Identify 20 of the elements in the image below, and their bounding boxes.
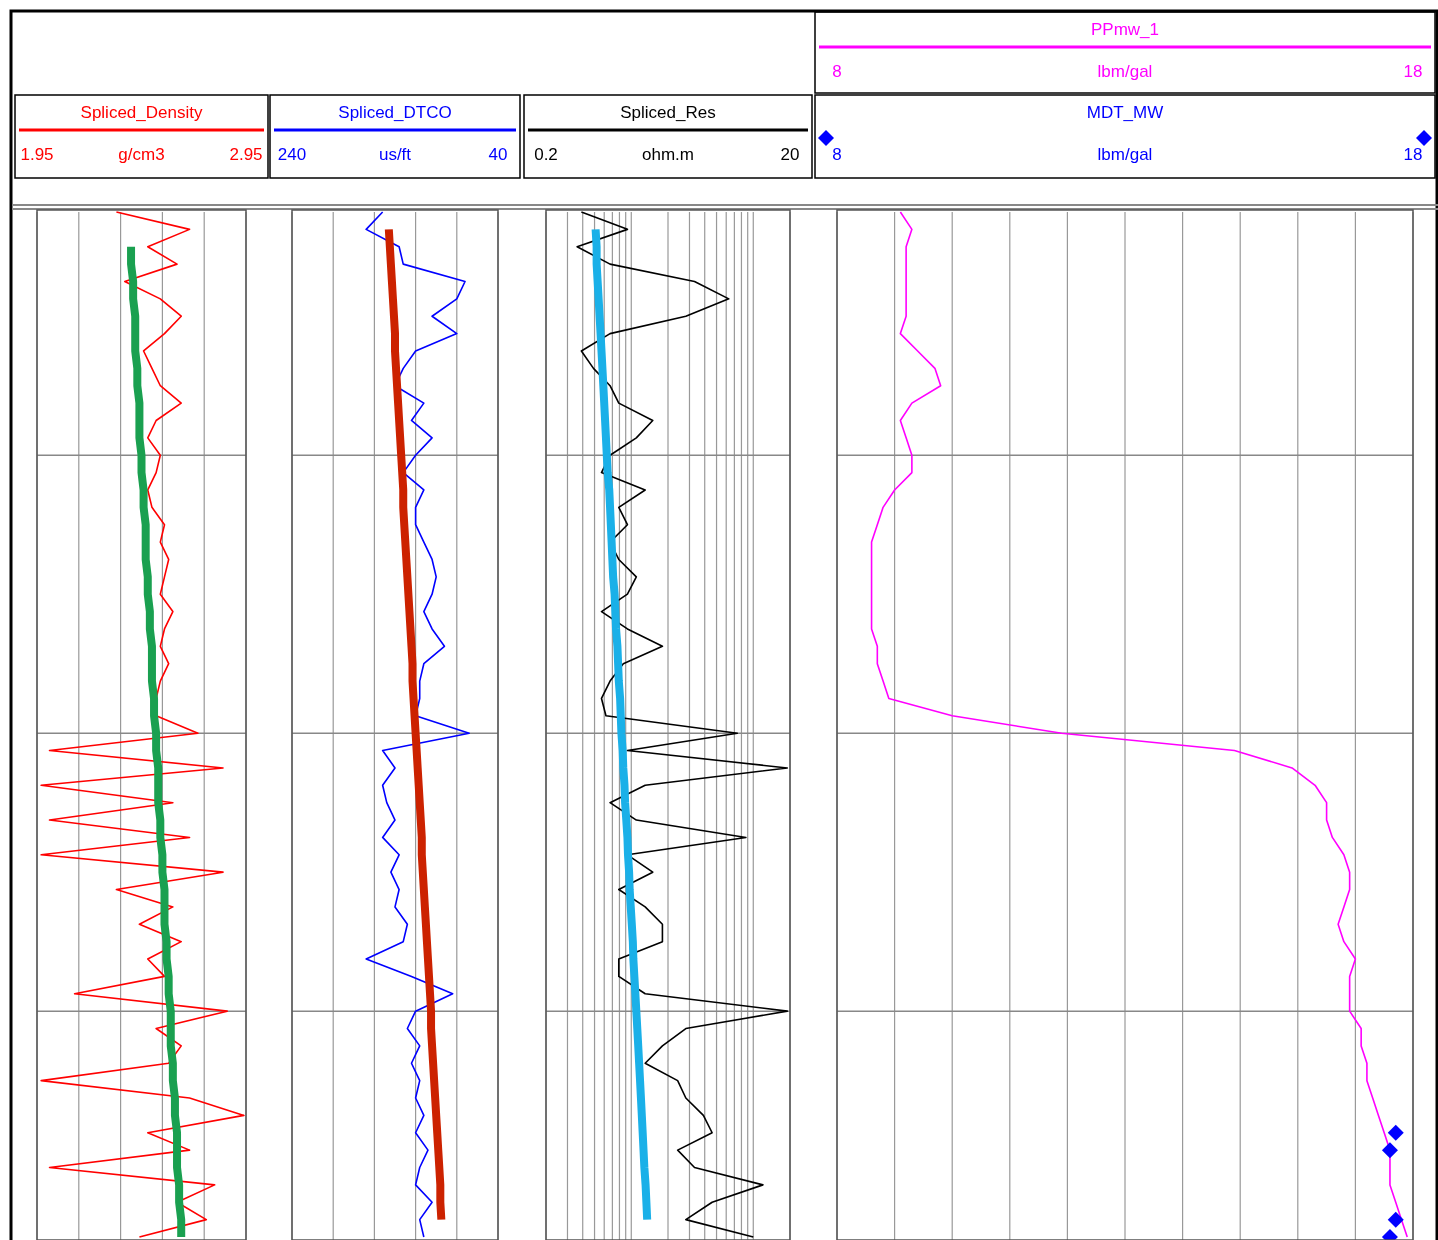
x2-tick-label: 18 bbox=[1403, 62, 1423, 81]
x-tick-label: 1.95 bbox=[20, 145, 54, 164]
x-axis-title: us/ft bbox=[378, 145, 412, 164]
x-tick-label: 18 bbox=[1403, 145, 1423, 164]
x-tick-label: 2.95 bbox=[229, 145, 263, 164]
x-tick-label: 0.2 bbox=[534, 145, 558, 164]
text: PPmw_1 bbox=[1090, 20, 1160, 39]
text: Spliced_Res bbox=[620, 103, 716, 122]
x-tick-label: 8 bbox=[832, 145, 842, 164]
x-tick-label: 20 bbox=[780, 145, 800, 164]
x2-axis-title: lbm/gal bbox=[1097, 62, 1153, 81]
x-tick-label: 240 bbox=[277, 145, 307, 164]
x2-tick-label: 8 bbox=[832, 62, 842, 81]
text: Spliced_DTCO bbox=[338, 103, 452, 122]
text: Spliced_Density bbox=[80, 103, 203, 122]
x-axis-title: lbm/gal bbox=[1097, 145, 1153, 164]
x-tick-label: 40 bbox=[488, 145, 508, 164]
x-axis-title: ohm.m bbox=[642, 145, 694, 164]
text: MDT_MW bbox=[1086, 103, 1164, 122]
x-axis-title: g/cm3 bbox=[118, 145, 165, 164]
